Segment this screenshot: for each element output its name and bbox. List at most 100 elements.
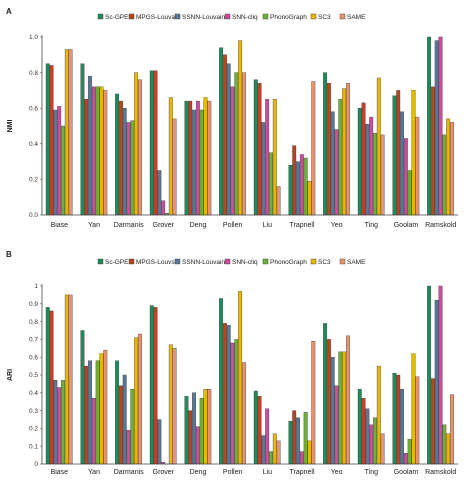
panel-b-bar-deng-phonograph bbox=[199, 397, 204, 465]
panel-a-bar-goolam-sc-gpe bbox=[392, 95, 397, 216]
panel-b-legend-label-sc-gpe: Sc-GPE bbox=[105, 259, 129, 266]
panel-a-bar-biase-snn-cliq bbox=[57, 106, 62, 216]
panel-a-bar-ramskold-sc3 bbox=[446, 118, 451, 216]
panel-a-nmi-chart: A Sc-GPE MPGS-Louvain SSNN-Louvain SNN-cliq P… bbox=[6, 7, 458, 229]
panel-b-bar-goolam-ssnn-louvain bbox=[400, 389, 404, 465]
panel-a-bar-darmanis-mpgs-louvain bbox=[118, 100, 123, 216]
panel-a-legend-label-same: SAME bbox=[347, 14, 366, 21]
panel-b-ytick-label: 0.1 bbox=[29, 443, 38, 450]
panel-b-ytick-label: 0.2 bbox=[29, 426, 38, 433]
panel-b-ari-chart: B Sc-GPE MPGS-Louvsin SSNN-Louvain SNN-cliq P… bbox=[6, 250, 458, 476]
panel-b-ytick-label: 0.9 bbox=[29, 301, 38, 308]
panel-b-bar-deng-sc3 bbox=[203, 389, 208, 465]
panel-b-ytick-label: 0 bbox=[34, 461, 38, 468]
panel-b-bar-biase-sc-gpe bbox=[45, 307, 50, 465]
panel-a-bar-yan-mpgs-louvain bbox=[84, 99, 89, 216]
panel-a-bar-grover-sc3 bbox=[168, 97, 173, 216]
panel-a-bar-biase-ssnn-louvain bbox=[53, 109, 58, 216]
panel-b-category-label: Goolam bbox=[394, 469, 419, 476]
panel-a-bar-ramskold-same bbox=[450, 122, 454, 216]
panel-b-category-label: Yan bbox=[88, 469, 100, 476]
panel-a-bar-biase-sc-gpe bbox=[45, 63, 50, 216]
panel-b-bar-liu-phonograph bbox=[269, 451, 273, 465]
panel-b-bar-pollen-same bbox=[242, 362, 246, 465]
panel-a-bar-pollen-same bbox=[242, 72, 246, 216]
panel-b-category-label: Ting bbox=[365, 469, 378, 476]
panel-a-bar-trapnell-ssnn-louvain bbox=[296, 161, 300, 216]
panel-b-bar-ramskold-same bbox=[450, 394, 454, 465]
panel-b-bar-ting-snn-cliq bbox=[369, 424, 374, 465]
panel-b-bar-deng-snn-cliq bbox=[195, 426, 200, 465]
panel-a-bar-pollen-sc-gpe bbox=[219, 47, 224, 216]
panel-b-bar-grover-sc-gpe bbox=[149, 305, 154, 465]
panel-b-bar-trapnell-sc3 bbox=[307, 440, 312, 465]
panel-a-bar-ting-same bbox=[380, 134, 385, 216]
panel-b-legend-label-mpgs-louvsin: MPGS-Louvsin bbox=[136, 259, 180, 266]
panel-b-bar-goolam-sc3 bbox=[411, 353, 416, 465]
panel-b-ytick-label: 0.4 bbox=[29, 390, 38, 397]
panel-b-bar-trapnell-sc-gpe bbox=[288, 421, 293, 465]
panel-a-bar-deng-sc3 bbox=[203, 97, 208, 216]
panel-a-bar-yan-phonograph bbox=[95, 86, 100, 216]
panel-b-category-label: Pollen bbox=[223, 469, 243, 476]
panel-b-bar-deng-sc-gpe bbox=[184, 396, 189, 465]
panel-b-bar-grover-ssnn-louvain bbox=[157, 419, 162, 465]
panel-a-bar-darmanis-same bbox=[138, 79, 142, 216]
panel-b-legend-label-ssnn-louvain: SSNN-Louvain bbox=[182, 259, 225, 266]
panel-b-bar-deng-same bbox=[207, 389, 212, 465]
panel-a-bar-yeo-ssnn-louvain bbox=[330, 111, 335, 216]
panel-a-bar-goolam-sc3 bbox=[411, 90, 416, 216]
panel-a-bar-deng-same bbox=[207, 100, 212, 216]
panel-a-y-axis-label: NMI bbox=[7, 120, 14, 133]
panel-b-bar-biase-phonograph bbox=[61, 380, 65, 465]
panel-a-ytick-label: 0.0 bbox=[29, 212, 38, 219]
panel-b-category-label: Liu bbox=[263, 469, 272, 476]
panel-a-bar-darmanis-snn-cliq bbox=[126, 122, 131, 216]
panel-a-legend-label-sc-gpe: Sc-GPE bbox=[105, 14, 129, 21]
panel-a-category-label: Biase bbox=[51, 222, 69, 229]
panel-a-bar-grover-mpgs-louvain bbox=[153, 70, 158, 216]
panel-b-legend-swatch-mpgs-louvsin bbox=[128, 258, 135, 265]
panel-b-bar-liu-sc3 bbox=[272, 433, 277, 465]
panel-b-bar-yeo-phonograph bbox=[338, 351, 343, 465]
panel-b-bar-ramskold-mpgs-louvsin bbox=[430, 378, 435, 465]
panel-b-bar-biase-mpgs-louvsin bbox=[49, 310, 54, 465]
panel-a-bar-goolam-snn-cliq bbox=[403, 138, 408, 216]
panel-b-legend-swatch-sc3 bbox=[310, 258, 317, 265]
panel-a-ytick-label: 0.2 bbox=[29, 177, 38, 184]
panel-a-bar-liu-ssnn-louvain bbox=[261, 122, 266, 216]
panel-b-bar-darmanis-sc3 bbox=[134, 337, 139, 465]
panel-a-category-label: Pollen bbox=[223, 222, 243, 229]
panel-a-ytick-label: 0.6 bbox=[29, 105, 38, 112]
panel-b-category-label: Yeo bbox=[331, 469, 343, 476]
panel-a-legend-swatch-ssnn-louvain bbox=[174, 13, 181, 20]
panel-a-bar-liu-mpgs-louvain bbox=[257, 83, 262, 216]
panel-a-bar-grover-sc-gpe bbox=[149, 70, 154, 216]
panel-b-bar-pollen-snn-cliq bbox=[230, 342, 235, 465]
panel-a-bar-ting-mpgs-louvain bbox=[361, 102, 366, 216]
panel-b-bar-darmanis-phonograph bbox=[130, 389, 135, 465]
panel-a-bar-ramskold-snn-cliq bbox=[438, 36, 443, 216]
panel-a-bar-ramskold-mpgs-louvain bbox=[430, 86, 435, 216]
panel-b-bar-yeo-snn-cliq bbox=[334, 385, 339, 465]
panel-a-bar-ting-sc-gpe bbox=[357, 108, 362, 216]
panel-b-ytick-label: 0.8 bbox=[29, 319, 38, 326]
panel-b-ytick-label: 0.6 bbox=[29, 354, 38, 361]
panel-b-bar-ting-phonograph bbox=[373, 417, 377, 465]
panel-b-bar-trapnell-same bbox=[311, 341, 316, 465]
panel-a-bar-yeo-sc-gpe bbox=[323, 72, 328, 216]
panel-a-ytick-label: 0.8 bbox=[29, 70, 38, 77]
panel-a-bar-liu-phonograph bbox=[269, 152, 273, 216]
panel-a-bar-pollen-phonograph bbox=[234, 72, 239, 216]
panel-a-bar-deng-phonograph bbox=[199, 109, 204, 216]
panel-a-category-label: Trapnell bbox=[289, 222, 314, 229]
panel-b-bar-biase-snn-cliq bbox=[57, 387, 62, 465]
panel-a-legend-swatch-mpgs-louvain bbox=[128, 13, 135, 20]
panel-b-bar-yan-snn-cliq bbox=[91, 397, 96, 465]
panel-a-legend-swatch-same bbox=[339, 13, 346, 20]
panel-a-bar-biase-sc3 bbox=[64, 49, 69, 216]
panel-a-bar-liu-snn-cliq bbox=[265, 99, 270, 216]
panel-a-legend-label-snn-cliq: SNN-cliq bbox=[232, 14, 258, 21]
panel-a-bar-grover-same bbox=[172, 118, 177, 216]
panel-a-bar-biase-mpgs-louvain bbox=[49, 65, 54, 216]
